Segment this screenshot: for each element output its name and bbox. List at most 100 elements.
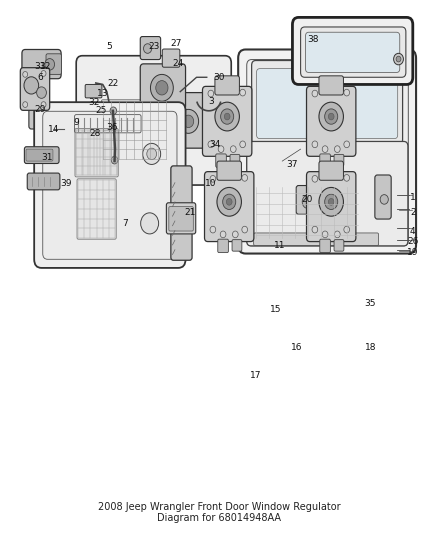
FancyBboxPatch shape bbox=[25, 147, 59, 164]
FancyBboxPatch shape bbox=[27, 173, 60, 190]
Circle shape bbox=[240, 141, 246, 148]
Circle shape bbox=[151, 75, 173, 101]
FancyBboxPatch shape bbox=[217, 161, 241, 180]
FancyBboxPatch shape bbox=[215, 76, 240, 95]
Circle shape bbox=[45, 59, 55, 70]
Circle shape bbox=[210, 175, 216, 182]
FancyBboxPatch shape bbox=[34, 102, 186, 268]
Circle shape bbox=[325, 194, 338, 209]
Text: 11: 11 bbox=[275, 241, 286, 251]
FancyBboxPatch shape bbox=[320, 239, 330, 253]
Text: 24: 24 bbox=[173, 59, 184, 68]
Text: 1: 1 bbox=[410, 192, 416, 201]
Text: 14: 14 bbox=[48, 125, 60, 134]
Circle shape bbox=[224, 113, 230, 120]
Circle shape bbox=[328, 198, 334, 205]
Circle shape bbox=[396, 56, 401, 62]
Circle shape bbox=[242, 174, 247, 181]
Text: 10: 10 bbox=[205, 179, 216, 188]
FancyBboxPatch shape bbox=[102, 100, 167, 160]
FancyBboxPatch shape bbox=[140, 64, 186, 110]
Text: 36: 36 bbox=[106, 123, 118, 132]
Text: 5: 5 bbox=[106, 42, 112, 51]
Circle shape bbox=[312, 226, 318, 233]
Circle shape bbox=[344, 141, 350, 148]
FancyBboxPatch shape bbox=[218, 239, 228, 253]
Circle shape bbox=[223, 194, 236, 209]
Circle shape bbox=[312, 90, 318, 97]
Text: 27: 27 bbox=[170, 39, 182, 49]
FancyBboxPatch shape bbox=[85, 84, 102, 98]
Circle shape bbox=[335, 231, 340, 238]
Text: 2008 Jeep Wrangler Front Door Window Regulator
Diagram for 68014948AA: 2008 Jeep Wrangler Front Door Window Reg… bbox=[98, 502, 340, 523]
Circle shape bbox=[394, 53, 403, 65]
Circle shape bbox=[178, 109, 198, 133]
Text: 2: 2 bbox=[410, 208, 416, 217]
Circle shape bbox=[37, 87, 46, 99]
Text: 19: 19 bbox=[407, 248, 419, 256]
FancyBboxPatch shape bbox=[171, 166, 192, 260]
Text: 23: 23 bbox=[148, 42, 159, 51]
FancyBboxPatch shape bbox=[89, 159, 129, 177]
Circle shape bbox=[221, 109, 234, 124]
FancyBboxPatch shape bbox=[26, 149, 53, 161]
Text: 18: 18 bbox=[365, 343, 377, 352]
Text: 31: 31 bbox=[41, 154, 53, 162]
Text: 7: 7 bbox=[122, 219, 128, 228]
Text: 17: 17 bbox=[250, 371, 261, 379]
Circle shape bbox=[138, 157, 153, 174]
Text: 37: 37 bbox=[287, 160, 298, 169]
Circle shape bbox=[328, 113, 334, 120]
Circle shape bbox=[335, 146, 340, 152]
Circle shape bbox=[24, 77, 39, 94]
Circle shape bbox=[220, 231, 226, 238]
FancyBboxPatch shape bbox=[232, 240, 242, 251]
FancyBboxPatch shape bbox=[307, 172, 356, 241]
Circle shape bbox=[312, 175, 318, 182]
FancyBboxPatch shape bbox=[372, 172, 386, 183]
Text: 12: 12 bbox=[40, 62, 51, 71]
Circle shape bbox=[230, 146, 236, 152]
Circle shape bbox=[381, 169, 396, 187]
FancyBboxPatch shape bbox=[20, 68, 49, 110]
FancyBboxPatch shape bbox=[319, 161, 343, 180]
FancyBboxPatch shape bbox=[305, 32, 400, 72]
FancyBboxPatch shape bbox=[307, 86, 356, 156]
FancyBboxPatch shape bbox=[87, 103, 105, 114]
FancyBboxPatch shape bbox=[238, 50, 416, 254]
Circle shape bbox=[344, 174, 350, 181]
Circle shape bbox=[322, 146, 328, 152]
Circle shape bbox=[110, 107, 117, 115]
FancyBboxPatch shape bbox=[202, 86, 252, 156]
FancyBboxPatch shape bbox=[22, 50, 61, 79]
FancyBboxPatch shape bbox=[216, 154, 226, 167]
Text: 38: 38 bbox=[307, 35, 318, 44]
Text: 39: 39 bbox=[60, 179, 72, 188]
Circle shape bbox=[384, 173, 392, 183]
FancyBboxPatch shape bbox=[247, 60, 408, 246]
Text: 29: 29 bbox=[35, 106, 46, 115]
Circle shape bbox=[141, 161, 150, 171]
Circle shape bbox=[344, 226, 350, 233]
Circle shape bbox=[23, 71, 28, 77]
Circle shape bbox=[240, 89, 246, 96]
FancyBboxPatch shape bbox=[43, 111, 177, 259]
FancyBboxPatch shape bbox=[205, 172, 254, 241]
Circle shape bbox=[380, 195, 389, 204]
Text: 33: 33 bbox=[35, 62, 46, 71]
FancyBboxPatch shape bbox=[77, 179, 116, 239]
Circle shape bbox=[208, 141, 214, 148]
FancyBboxPatch shape bbox=[171, 93, 206, 148]
FancyBboxPatch shape bbox=[334, 240, 344, 251]
Circle shape bbox=[183, 115, 194, 127]
FancyBboxPatch shape bbox=[32, 87, 46, 99]
FancyBboxPatch shape bbox=[320, 154, 330, 167]
Circle shape bbox=[217, 188, 241, 216]
Text: 15: 15 bbox=[270, 305, 282, 314]
Circle shape bbox=[144, 44, 152, 53]
Text: 22: 22 bbox=[107, 78, 119, 87]
FancyBboxPatch shape bbox=[230, 155, 240, 166]
Text: 34: 34 bbox=[209, 140, 221, 149]
Circle shape bbox=[141, 213, 159, 234]
Text: 9: 9 bbox=[73, 118, 79, 127]
